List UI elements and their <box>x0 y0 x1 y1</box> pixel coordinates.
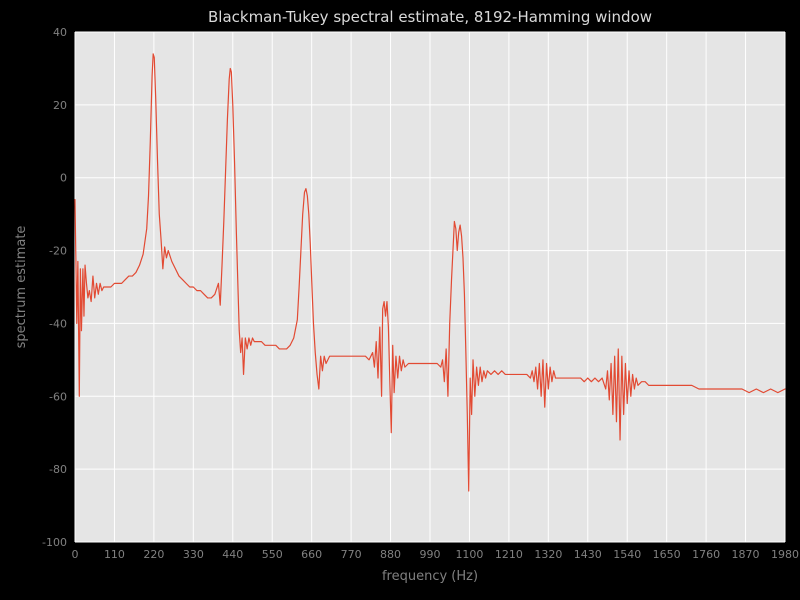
x-tick-label: 0 <box>72 548 79 561</box>
y-tick-label: -20 <box>49 245 67 258</box>
x-tick-label: 440 <box>222 548 243 561</box>
x-tick-label: 880 <box>380 548 401 561</box>
x-tick-label: 550 <box>262 548 283 561</box>
y-axis-label: spectrum estimate <box>14 226 29 349</box>
y-tick-label: -60 <box>49 390 67 403</box>
x-tick-label: 990 <box>420 548 441 561</box>
x-tick-label: 770 <box>341 548 362 561</box>
x-tick-label: 1980 <box>771 548 799 561</box>
x-axis-label: frequency (Hz) <box>382 569 478 584</box>
x-tick-label: 220 <box>143 548 164 561</box>
y-tick-label: -80 <box>49 463 67 476</box>
y-tick-label: 40 <box>53 26 67 39</box>
x-tick-label: 1540 <box>613 548 641 561</box>
x-tick-label: 110 <box>104 548 125 561</box>
x-tick-label: 330 <box>183 548 204 561</box>
y-tick-label: -40 <box>49 317 67 330</box>
x-tick-label: 1320 <box>534 548 562 561</box>
x-tick-label: 1100 <box>455 548 483 561</box>
chart-title: Blackman-Tukey spectral estimate, 8192-H… <box>208 8 652 26</box>
y-tick-label: 0 <box>60 172 67 185</box>
y-tick-label: 20 <box>53 99 67 112</box>
x-tick-label: 1870 <box>732 548 760 561</box>
chart-svg: 0 110 220 330 440 550 660 770 880 990 1100 1210 1320… <box>0 0 800 600</box>
x-tick-label: 1650 <box>653 548 681 561</box>
x-tick-label: 1430 <box>574 548 602 561</box>
y-tick-label: -100 <box>42 536 67 549</box>
x-tick-label: 1760 <box>692 548 720 561</box>
x-tick-label: 660 <box>301 548 322 561</box>
figure: 0 110 220 330 440 550 660 770 880 990 1100 1210 1320… <box>0 0 800 600</box>
x-tick-label: 1210 <box>495 548 523 561</box>
